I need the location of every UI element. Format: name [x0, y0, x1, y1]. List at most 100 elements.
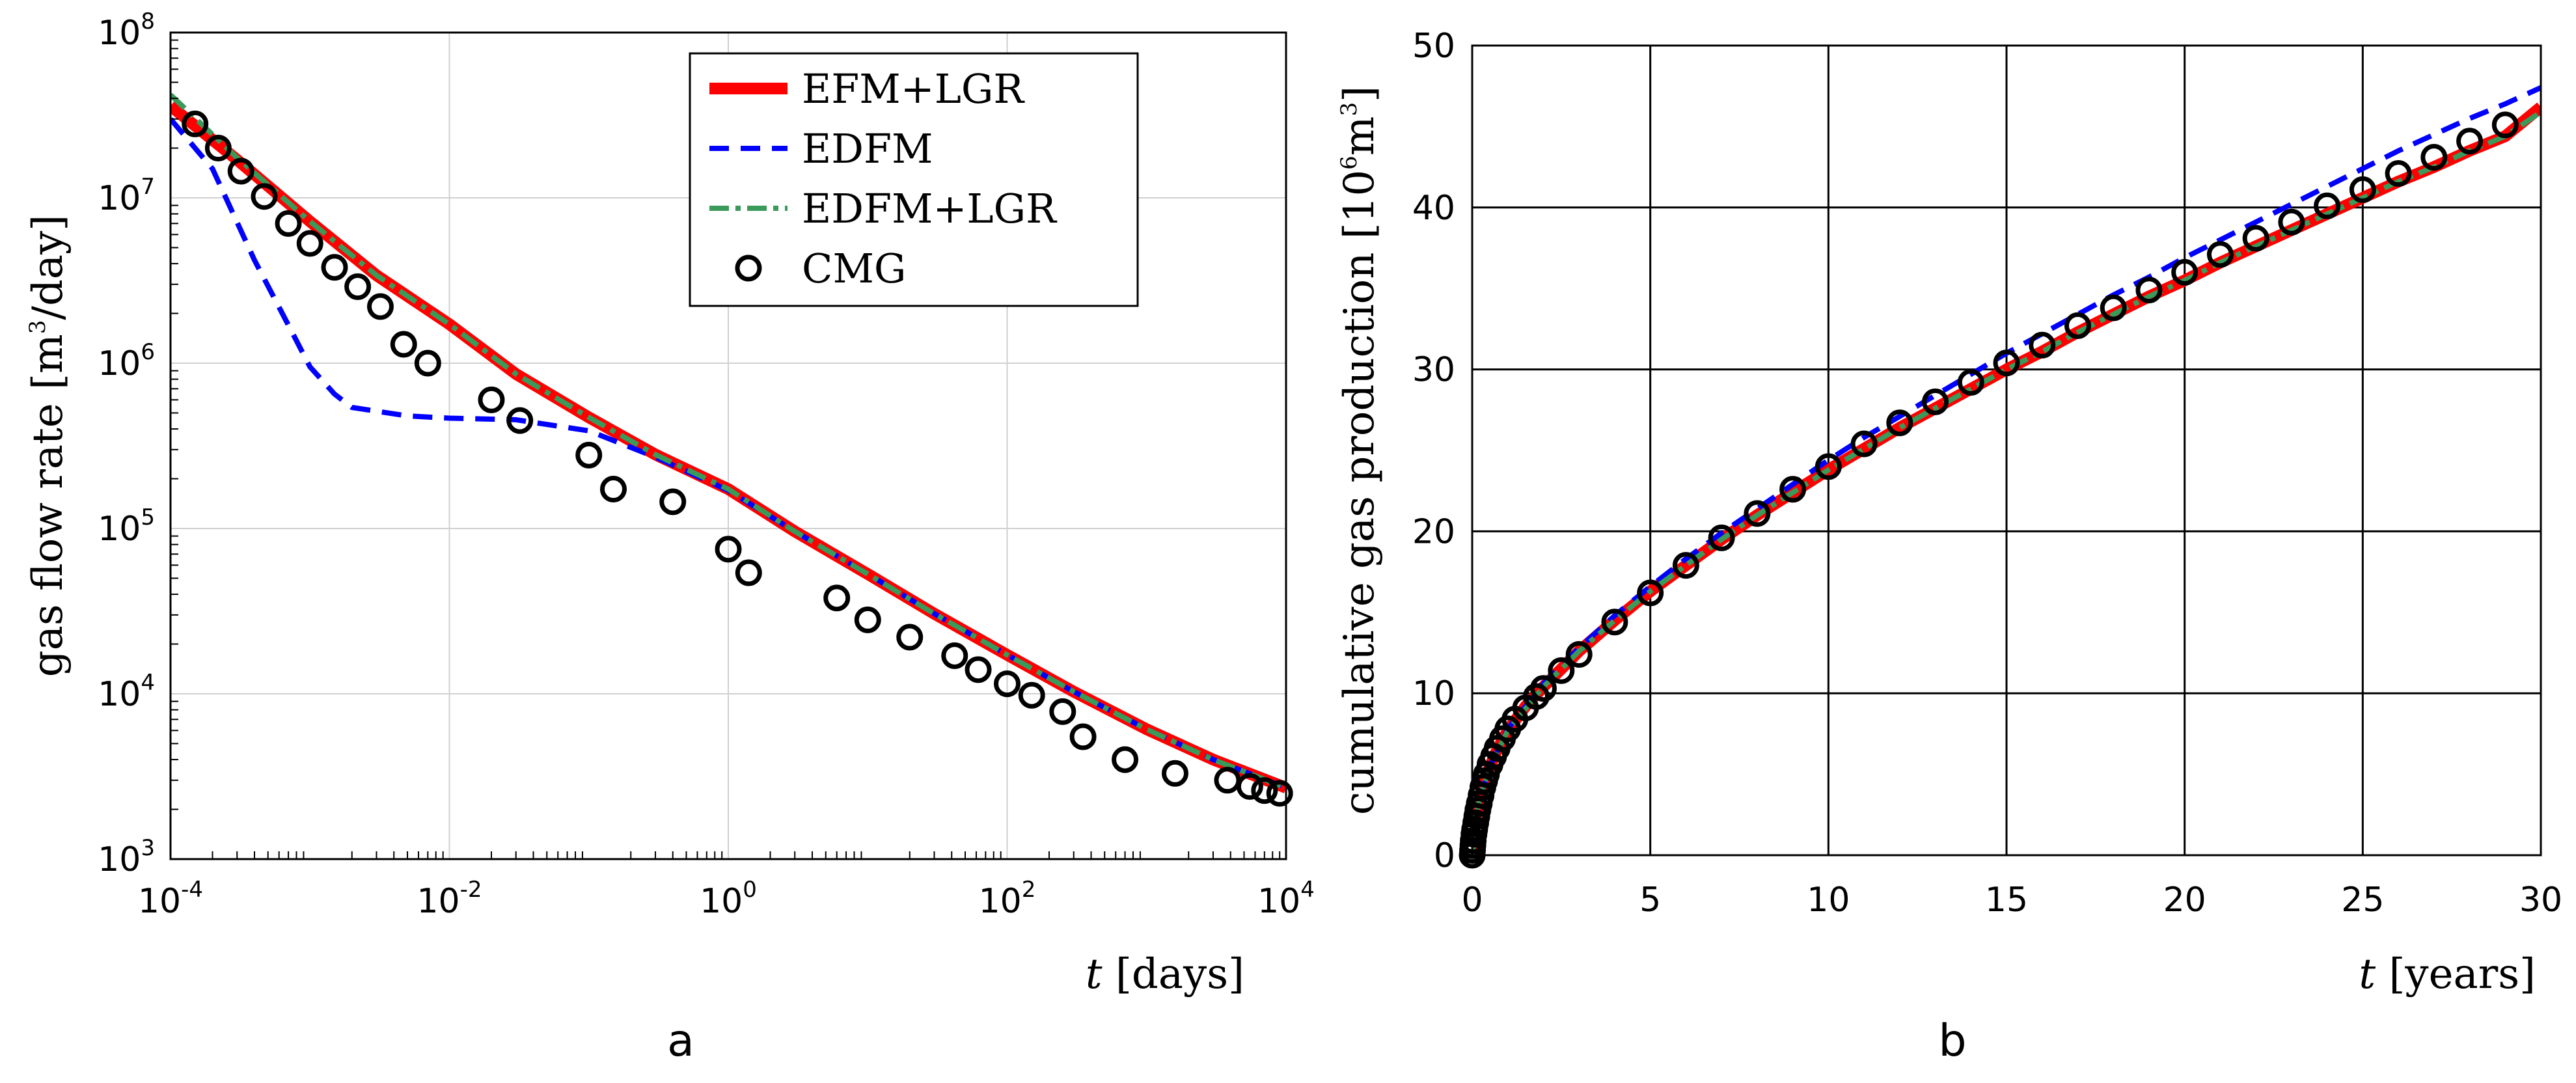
marker-cmg-a: [182, 110, 209, 137]
marker-cmg-b: [2278, 208, 2305, 236]
marker-cmg-b: [2242, 225, 2269, 252]
y-tick-label-b: 40: [1412, 189, 1455, 228]
legend-label-cmg: CMG: [802, 245, 906, 292]
marker-cmg-b: [1708, 524, 1735, 551]
y-tick-label-b: 50: [1412, 27, 1455, 66]
x-tick-label-a: 102: [979, 877, 1036, 921]
legend: EFM+LGR EDFM EDFM+LGR CMG: [689, 52, 1139, 307]
marker-cmg-b: [2349, 176, 2376, 203]
marker-cmg-b: [1672, 552, 1699, 579]
axes-box-b: [1471, 44, 2542, 857]
marker-cmg-b: [1922, 388, 1949, 415]
y-axis-label-b: cumulative gas production [106m3]: [1336, 86, 1384, 815]
marker-cmg-b: [2420, 144, 2448, 171]
y-tick-label-a: 103: [98, 835, 155, 879]
y-tick-label-b: 10: [1412, 674, 1455, 713]
marker-cmg-a: [1251, 777, 1278, 804]
y-tick-label-a: 104: [98, 670, 155, 714]
marker-cmg-a: [941, 642, 968, 669]
marker-cmg-b: [2385, 160, 2412, 187]
y-axis-label-a: gas flow rate [m3/day]: [24, 215, 72, 677]
x-axis-label-a: t [days]: [1086, 950, 1244, 998]
marker-cmg-a: [366, 293, 394, 320]
x-tick-label-b: 10: [1807, 881, 1850, 920]
y-tick-label-b: 30: [1412, 351, 1455, 390]
marker-cmg-b: [2064, 312, 2091, 339]
marker-cmg-b: [1637, 579, 1664, 607]
series-a: [171, 92, 1293, 807]
ticks-a: 10-4 10-2 100 102 104 103 104 105 106 107 108: [98, 8, 1315, 921]
marker-cmg-a: [599, 476, 627, 503]
marker-cmg-b: [1886, 409, 1913, 437]
marker-cmg-a: [1112, 746, 1139, 773]
y-tick-label-a: 106: [98, 339, 155, 383]
marker-cmg-a: [390, 331, 417, 358]
marker-cmg-b: [1529, 675, 1557, 702]
marker-cmg-b: [1601, 609, 1628, 636]
panel-label-b: b: [1938, 1015, 1966, 1067]
legend-box: [689, 52, 1139, 307]
marker-cmg-a: [204, 135, 232, 162]
legend-swatch-cmg: [735, 254, 762, 282]
x-axis-label-b: t [years]: [2359, 950, 2536, 998]
marker-cmg-a: [1069, 723, 1097, 750]
x-tick-label-a: 100: [700, 877, 757, 921]
marker-cmg-b: [2135, 277, 2163, 304]
series-line-edfm-lgr-a: [171, 92, 1286, 791]
x-tick-label-a: 10-4: [138, 877, 203, 921]
legend-label-edfm: EDFM: [802, 125, 933, 172]
panel-b: 0 5 10 15 20 25 30 0 10 20 30 40 50 cumulative gas p…: [1336, 27, 2562, 1067]
marker-cmg-b: [2314, 192, 2341, 219]
legend-label-edfm-lgr: EDFM+LGR: [802, 185, 1058, 232]
marker-cmg-b: [2206, 241, 2234, 268]
axes-box-a: [169, 31, 1287, 860]
x-tick-label-b: 5: [1639, 881, 1661, 920]
marker-cmg-b: [2171, 258, 2199, 286]
marker-cmg-a: [1049, 698, 1076, 725]
marker-cmg-a: [296, 230, 323, 257]
marker-cmg-b: [1957, 369, 1984, 396]
marker-cmg-a: [1018, 681, 1045, 709]
marker-cmg-a: [896, 624, 924, 651]
marker-cmg-a: [965, 656, 992, 683]
marker-cmg-a: [414, 350, 441, 377]
y-tick-label-b: 0: [1434, 836, 1455, 875]
marker-cmg-a: [823, 584, 851, 612]
marker-cmg-b: [2456, 128, 2484, 155]
marker-cmg-a: [715, 536, 742, 563]
x-tick-label-a: 104: [1257, 877, 1315, 921]
marker-cmg-b: [2029, 331, 2056, 359]
marker-cmg-b: [1565, 640, 1593, 668]
marker-cmg-b: [1548, 657, 1575, 684]
marker-cmg-a: [275, 210, 302, 237]
x-tick-label-b: 25: [2341, 881, 2384, 920]
marker-cmg-a: [251, 183, 278, 210]
marker-cmg-a: [1266, 780, 1293, 807]
x-tick-label-b: 20: [2163, 881, 2206, 920]
y-tick-label-a: 105: [98, 504, 155, 549]
marker-cmg-b: [1779, 476, 1807, 503]
panel-label-a: a: [667, 1015, 694, 1067]
x-tick-label-b: 15: [1985, 881, 2028, 920]
marker-cmg-a: [575, 441, 603, 469]
marker-cmg-a: [854, 606, 881, 633]
marker-cmg-b: [1744, 500, 1771, 527]
marker-cmg-a: [735, 559, 762, 586]
marker-cmg-a: [994, 670, 1021, 698]
marker-cmg-b: [2491, 111, 2519, 139]
x-tick-label-a: 10-2: [417, 877, 482, 921]
marker-cmg-a: [506, 407, 534, 434]
y-tick-label-a: 107: [98, 174, 155, 218]
marker-cmg-b: [1850, 430, 1878, 458]
marker-cmg-b: [1815, 453, 1842, 480]
marker-cmg-a: [1236, 773, 1263, 800]
marker-cmg-a: [227, 158, 254, 185]
x-tick-label-b: 0: [1461, 881, 1483, 920]
marker-cmg-a: [1161, 760, 1188, 787]
x-tick-label-b: 30: [2519, 881, 2562, 920]
y-tick-label-b: 20: [1412, 512, 1455, 551]
marker-cmg-b: [2100, 294, 2127, 322]
marker-cmg-a: [344, 273, 372, 301]
series-b: [1459, 85, 2541, 869]
